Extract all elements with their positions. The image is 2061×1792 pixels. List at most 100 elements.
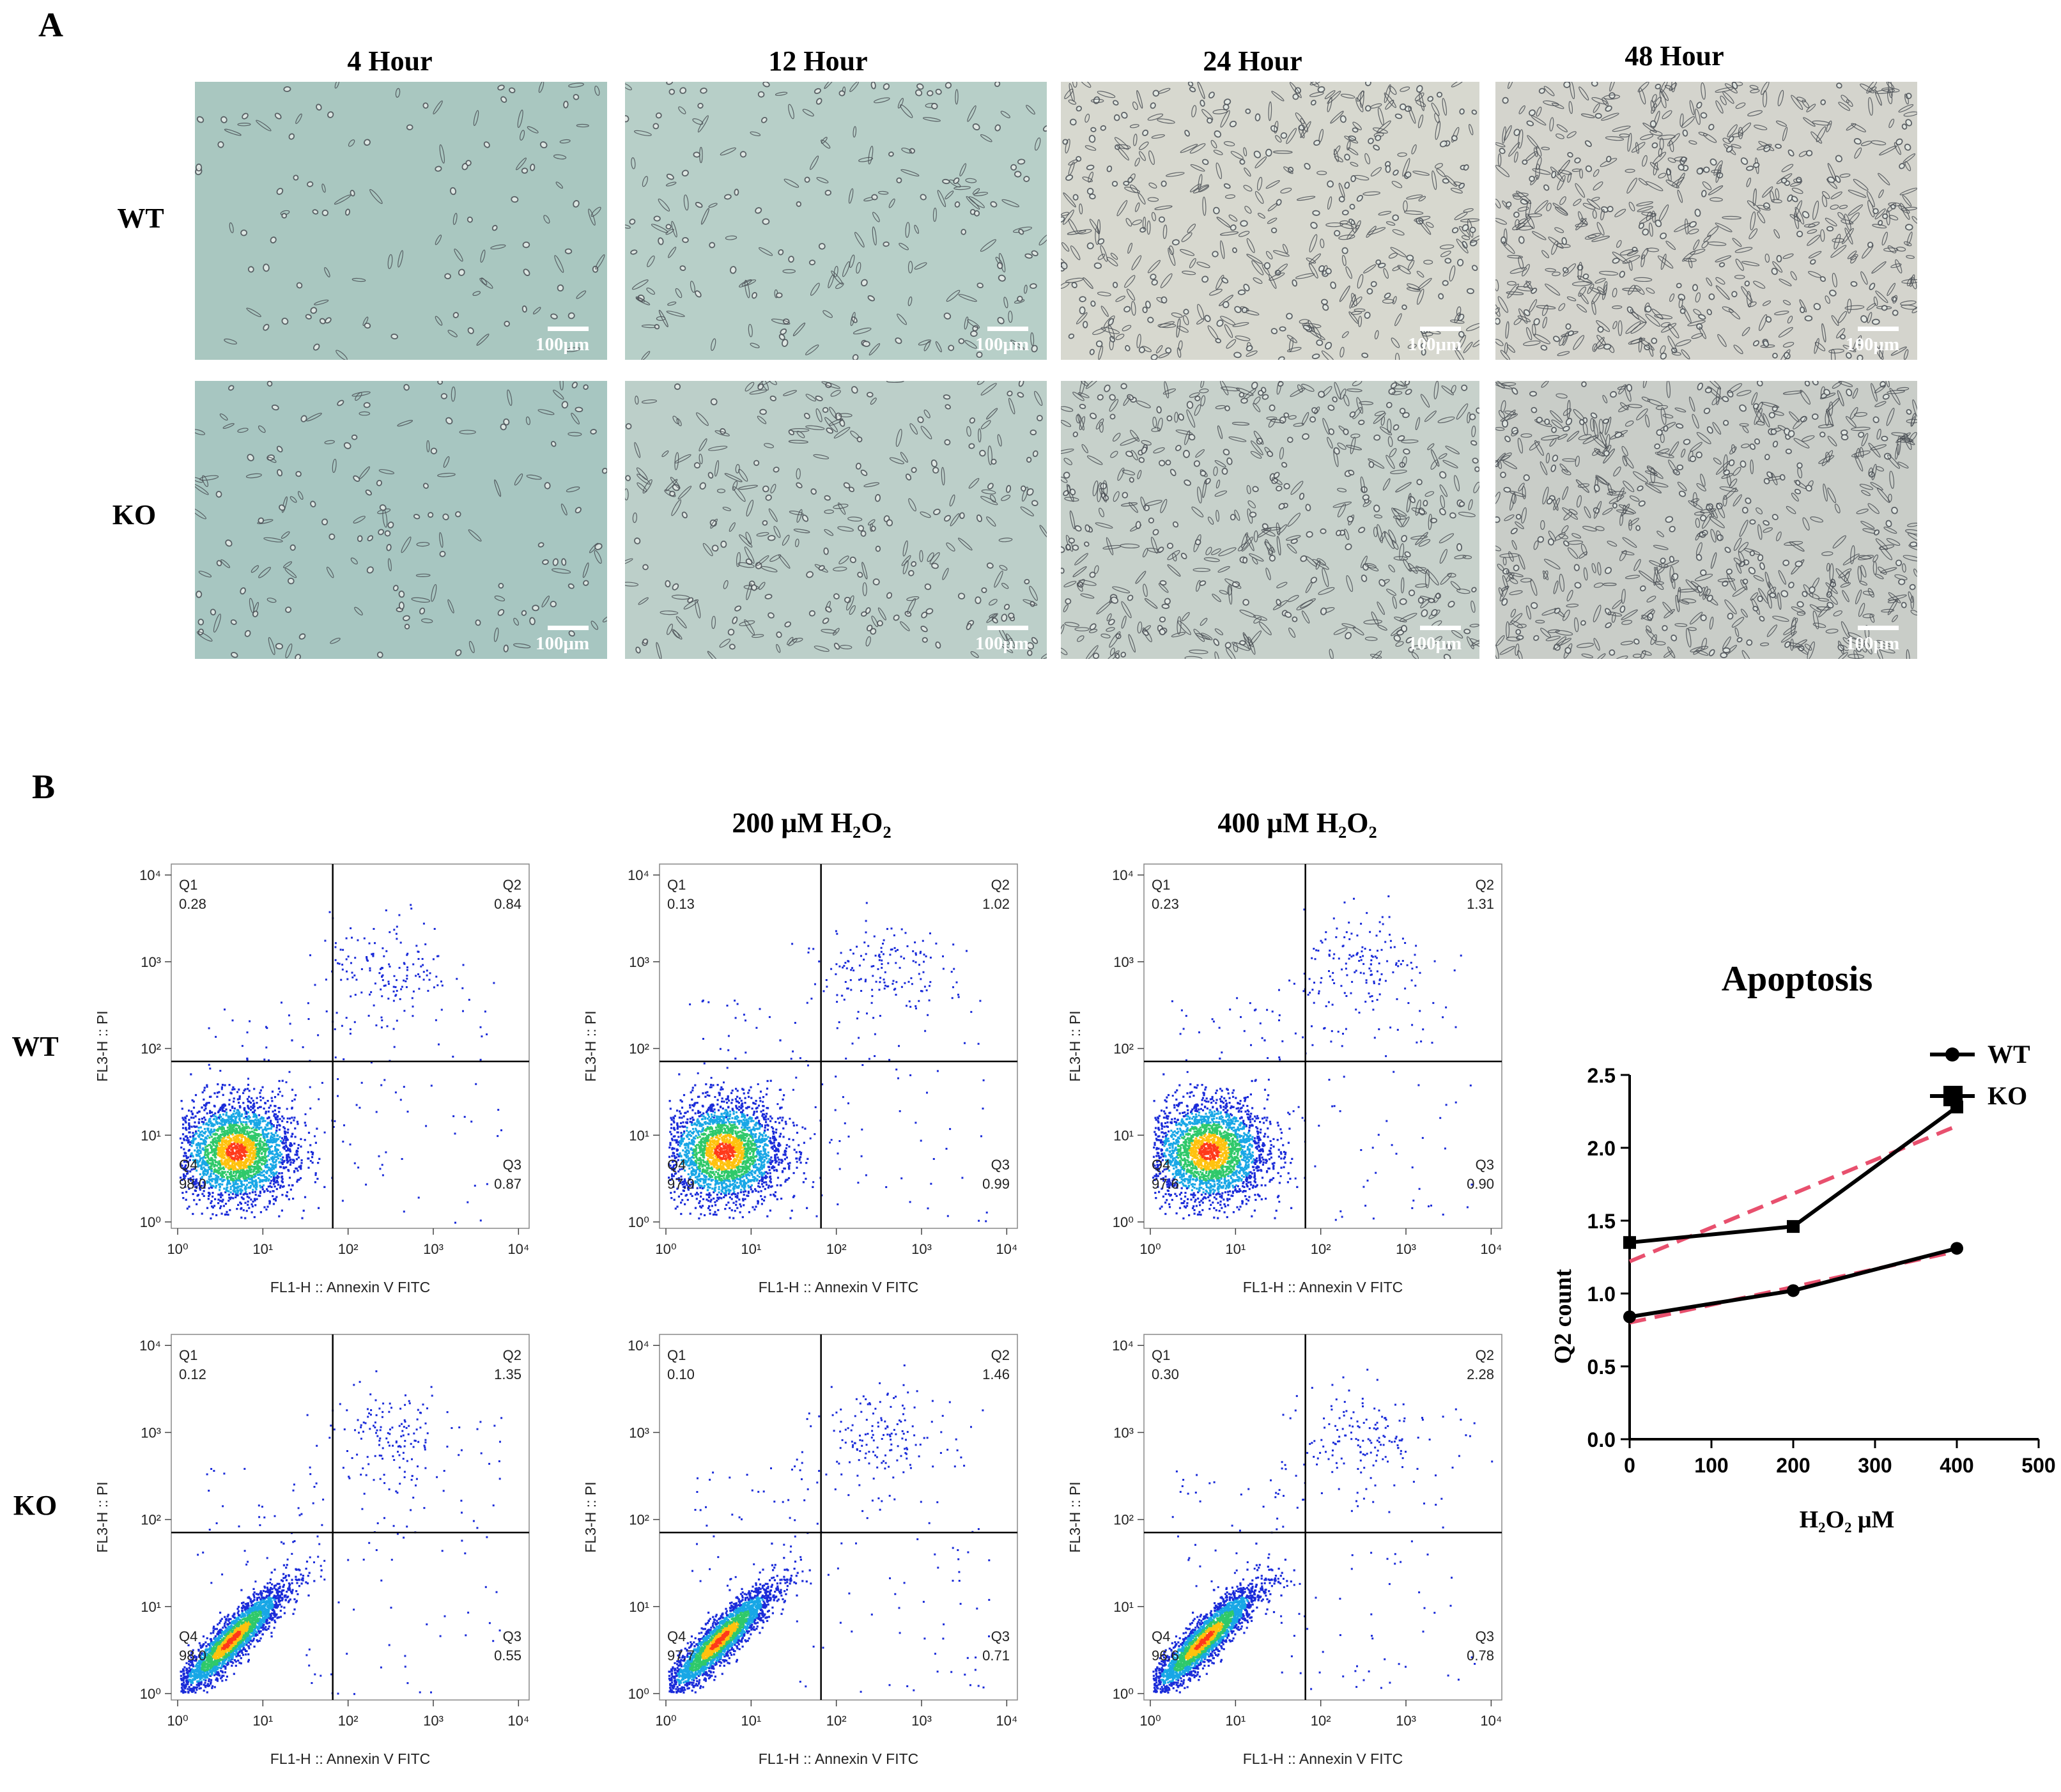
x-tick-label: 10² <box>1311 1713 1331 1729</box>
flow-y-axis-title: FL3-H :: PI <box>94 1481 111 1552</box>
y-tick-label: 10⁴ <box>139 867 161 883</box>
x-tick-label: 10¹ <box>252 1241 273 1257</box>
quadrant-label: Q1 <box>179 877 197 893</box>
quadrant-value-q2: 1.31 <box>1467 896 1494 912</box>
y-tick-label: 10⁰ <box>1113 1214 1134 1230</box>
flow-events <box>1152 895 1473 1221</box>
flow-y-axis-title: FL3-H :: PI <box>582 1481 599 1552</box>
micrograph-image <box>1495 381 1917 659</box>
quadrant-value-q3: 0.90 <box>1467 1176 1494 1192</box>
flow-plot-svg: Q1 0.28 Q2 0.84 Q3 0.87 Q4 98.0 10⁰ 10⁰ 10¹ 10¹ 10² 1… <box>94 863 530 1295</box>
quadrant-label: Q4 <box>1152 1628 1170 1644</box>
panel-a-row-label-wt: WT <box>102 202 179 235</box>
quadrant-label: Q2 <box>1476 877 1494 893</box>
x-tick-label: 10⁴ <box>996 1241 1017 1257</box>
flow-plot-0: Q1 0.28 Q2 0.84 Q3 0.87 Q4 98.0 10⁰ 10⁰ 10¹ 10¹ 10² 1… <box>82 845 542 1295</box>
time-label-48h: 48 Hour <box>1553 40 1796 72</box>
quadrant-label: Q3 <box>503 1157 521 1173</box>
quadrant-value-q2: 1.02 <box>982 896 1010 912</box>
x-tick-label: 10⁴ <box>996 1713 1017 1729</box>
y-tick-label: 1.0 <box>1587 1283 1616 1306</box>
y-tick-label: 10² <box>1113 1041 1134 1057</box>
x-tick-label: 200 <box>1776 1454 1810 1477</box>
flow-events <box>180 1370 503 1695</box>
flow-x-axis-title: FL1-H :: Annexin V FITC <box>1243 1750 1403 1767</box>
quadrant-value-q4: 98.0 <box>179 1648 206 1664</box>
quadrant-label: Q2 <box>503 877 521 893</box>
micrograph-image <box>195 82 607 360</box>
quadrant-label: Q3 <box>991 1628 1010 1644</box>
x-tick-label: 10¹ <box>741 1713 761 1729</box>
flow-plot-svg: Q1 0.12 Q2 1.35 Q3 0.55 Q4 98.0 10⁰ 10⁰ 10¹ 10¹ 10² 1… <box>94 1334 530 1767</box>
quadrant-value-q1: 0.30 <box>1152 1366 1179 1382</box>
quadrant-label: Q2 <box>991 1347 1010 1363</box>
quadrant-label: Q4 <box>1152 1157 1170 1173</box>
flow-plot-4: Q1 0.10 Q2 1.46 Q3 0.71 Q4 97.7 10⁰ 10⁰ 10¹ 10¹ 10² 1… <box>570 1315 1030 1767</box>
flow-plot-5: Q1 0.30 Q2 2.28 Q3 0.78 Q4 96.6 10⁰ 10⁰ 10¹ 10¹ 10² 1… <box>1054 1315 1515 1767</box>
quadrant-value-q3: 0.99 <box>982 1176 1010 1192</box>
legend-label-ko: KO <box>1988 1081 2027 1110</box>
y-tick-label: 10³ <box>141 1425 161 1441</box>
conc-label-200: 200 μM H₂O₂ <box>677 807 946 839</box>
micrograph-image <box>1061 381 1479 659</box>
quadrant-label: Q1 <box>1152 877 1170 893</box>
y-tick-label: 0.0 <box>1587 1428 1616 1451</box>
y-tick-label: 10⁴ <box>628 1338 649 1354</box>
micrograph-ko-0: 100μm <box>195 381 607 659</box>
micrograph-wt-0: 100μm <box>195 82 607 360</box>
quadrant-value-q2: 1.46 <box>982 1366 1010 1382</box>
micrograph-ko-3: 100μm <box>1495 381 1917 659</box>
y-tick-label: 10¹ <box>629 1127 649 1143</box>
y-tick-label: 10² <box>1113 1512 1134 1528</box>
scale-bar <box>1858 626 1899 630</box>
flow-x-axis-title: FL1-H :: Annexin V FITC <box>270 1750 431 1767</box>
x-tick-label: 10² <box>826 1241 847 1257</box>
scale-bar-label: 100μm <box>975 334 1029 355</box>
data-point-ko <box>1787 1220 1800 1233</box>
flow-events <box>1152 1368 1494 1694</box>
x-tick-label: 10³ <box>911 1241 932 1257</box>
apoptosis-line-chart: Apoptosis 0.0 0.5 1.0 1.5 2.0 2.5 0 100 200 300 40… <box>1550 959 2056 1533</box>
x-tick-label: 10³ <box>1396 1713 1416 1729</box>
quadrant-value-q1: 0.12 <box>179 1366 206 1382</box>
micrograph-wt-1: 100μm <box>625 82 1047 360</box>
conc-label-400: 400 μM H₂O₂ <box>1163 807 1432 839</box>
flow-y-axis-title: FL3-H :: PI <box>582 1010 599 1081</box>
y-tick-label: 10⁴ <box>1112 867 1134 883</box>
data-point-ko <box>1623 1236 1636 1249</box>
flow-events <box>668 902 988 1223</box>
flow-y-axis-title: FL3-H :: PI <box>1067 1010 1083 1081</box>
quadrant-value-q4: 98.0 <box>179 1176 206 1192</box>
quadrant-label: Q1 <box>667 1347 686 1363</box>
micrograph-image <box>1061 82 1479 360</box>
scale-bar-label: 100μm <box>975 633 1029 654</box>
quadrant-label: Q2 <box>991 877 1010 893</box>
x-tick-label: 10¹ <box>252 1713 273 1729</box>
series-line-wt <box>1629 1246 1957 1319</box>
x-tick-label: 10² <box>826 1713 847 1729</box>
flow-x-axis-title: FL1-H :: Annexin V FITC <box>759 1279 919 1295</box>
y-tick-label: 10¹ <box>1113 1599 1134 1615</box>
scale-bar <box>548 327 589 331</box>
x-tick-label: 10⁴ <box>507 1713 529 1729</box>
micrograph-wt-2: 100μm <box>1061 82 1479 360</box>
chart-axes: 0.0 0.5 1.0 1.5 2.0 2.5 0 100 200 300 400 500 <box>1587 1064 2056 1477</box>
x-tick-label: 10⁰ <box>167 1713 188 1729</box>
y-tick-label: 10⁴ <box>1112 1338 1134 1354</box>
x-tick-label: 10⁰ <box>1139 1241 1161 1257</box>
quadrant-value-q3: 0.71 <box>982 1648 1010 1664</box>
y-tick-label: 10³ <box>1113 1425 1134 1441</box>
chart-title: Apoptosis <box>1722 959 1873 999</box>
flow-plot-svg: Q1 0.30 Q2 2.28 Q3 0.78 Q4 96.6 10⁰ 10⁰ 10¹ 10¹ 10² 1… <box>1067 1334 1502 1767</box>
y-tick-label: 10³ <box>1113 954 1134 970</box>
y-tick-label: 10⁴ <box>139 1338 161 1354</box>
scale-bar <box>1858 327 1899 331</box>
flow-plot-svg: Q1 0.23 Q2 1.31 Q3 0.90 Q4 97.6 10⁰ 10⁰ 10¹ 10¹ 10² 1… <box>1067 863 1502 1295</box>
y-tick-label: 10⁴ <box>628 867 649 883</box>
y-tick-label: 10² <box>629 1512 649 1528</box>
flow-plot-3: Q1 0.12 Q2 1.35 Q3 0.55 Q4 98.0 10⁰ 10⁰ 10¹ 10¹ 10² 1… <box>82 1315 542 1767</box>
y-tick-label: 10² <box>629 1041 649 1057</box>
scale-bar-label: 100μm <box>1408 334 1462 355</box>
quadrant-label: Q3 <box>503 1628 521 1644</box>
x-tick-label: 400 <box>1940 1454 1973 1477</box>
